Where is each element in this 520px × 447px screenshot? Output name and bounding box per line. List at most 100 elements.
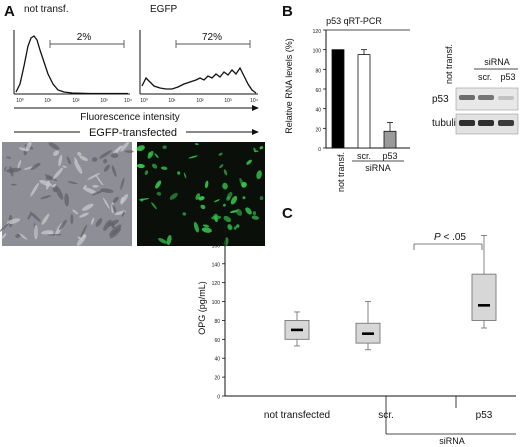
fluorescent-cell	[259, 146, 264, 150]
cell-shape	[58, 154, 63, 167]
fluorescent-cell	[223, 169, 228, 176]
cell-shape	[58, 219, 67, 231]
histogram-curve	[15, 35, 128, 95]
blot-row-label: p53	[432, 94, 449, 105]
fluorescent-cell	[183, 172, 187, 179]
fluorescent-cell	[226, 191, 233, 199]
cell-shape	[44, 174, 58, 181]
cell-shape	[55, 185, 64, 200]
opg-box-plot: OPG (pg/mL) 0 20 40 60 80 100 120 140 160 180 not…	[197, 224, 516, 446]
y-tick-label: 100	[212, 300, 221, 306]
fluorescent-cell	[158, 237, 168, 244]
bar-2	[383, 130, 397, 149]
blot-group-label: siRNA	[484, 57, 510, 67]
cell-shape	[120, 141, 130, 152]
fluorescent-cell	[144, 170, 149, 176]
cell-shape	[0, 222, 10, 233]
fluorescent-cell	[222, 203, 226, 207]
blot-band	[478, 120, 494, 126]
cell-shape	[62, 165, 67, 168]
y-tick-label: 80	[214, 319, 220, 325]
cell-shape	[40, 230, 54, 235]
fluorescent-cell	[188, 155, 198, 159]
cell-shape	[95, 174, 104, 186]
fluorescent-cell	[201, 227, 212, 233]
y-tick-label: 160	[212, 243, 221, 249]
y-tick-label: 60	[315, 88, 321, 94]
fluorescent-cell	[195, 193, 201, 200]
tick-label: 10⁰	[140, 98, 148, 104]
cell-shape	[102, 197, 110, 209]
fluorescent-cell	[242, 196, 246, 200]
fluorescent-cell	[177, 171, 181, 175]
histogram-egfp: EGFP 72% 10⁰ 10¹ 10² 10³ 10⁴	[139, 4, 258, 104]
cell-shape	[120, 177, 125, 190]
cell-shape	[53, 150, 60, 156]
fluorescent-cell	[227, 224, 233, 231]
y-tick-label: 0	[217, 395, 220, 401]
fluorescent-cell	[213, 199, 220, 203]
fluorescent-cell	[148, 152, 152, 156]
y-tick-label: 80	[315, 68, 321, 74]
fluorescent-cell	[246, 159, 252, 165]
cell-shape	[79, 212, 89, 218]
gate-percent: 2%	[77, 32, 92, 43]
histogram-title: not transf.	[24, 4, 68, 15]
cell-shape	[51, 183, 57, 188]
panel-label-c: C	[282, 205, 293, 222]
cell-shape	[18, 147, 29, 152]
cell-shape	[17, 159, 22, 169]
bar-chart-title: p53 qRT-PCR	[326, 16, 382, 26]
transfected-arrow-label: EGFP-transfected	[89, 127, 177, 139]
blot-row-label: tubulin	[432, 118, 461, 129]
cell-shape	[29, 211, 41, 222]
cell-shape	[103, 219, 112, 231]
p-symbol: P	[434, 232, 441, 243]
panel-label-b: B	[282, 3, 293, 20]
fluorescent-cell	[194, 143, 199, 146]
bar-chart-y-label: Relative RNA levels (%)	[284, 38, 294, 134]
cell-shape	[90, 217, 95, 225]
fluorescent-cell	[256, 170, 262, 180]
blot-lane-label: scr.	[478, 72, 492, 82]
cell-shape	[30, 162, 41, 170]
cell-shape	[91, 157, 98, 162]
blot-band	[459, 120, 475, 126]
category-label: p53	[382, 151, 397, 161]
blot-band	[459, 95, 475, 100]
cell-shape	[87, 172, 101, 180]
cell-shape	[121, 211, 125, 217]
cell-shape	[52, 187, 58, 193]
gate-percent: 72%	[202, 32, 222, 43]
fluorescent-cell	[222, 182, 228, 190]
significance-label: P < .05	[434, 232, 466, 243]
cell-shape	[72, 209, 79, 215]
cell-shape	[113, 145, 124, 154]
cell-shape	[34, 224, 38, 240]
cell-shape	[47, 233, 62, 236]
cell-shape	[74, 157, 78, 164]
cell-shape	[4, 166, 7, 172]
fluorescence-axis-label: Fluorescence intensity	[80, 112, 180, 123]
fluorescent-cell	[218, 152, 223, 156]
category-label: p53	[476, 410, 493, 421]
box-2	[471, 273, 497, 321]
cell-shape	[74, 160, 83, 174]
fluorescent-cell	[193, 222, 199, 233]
fluorescent-cell	[223, 215, 232, 223]
y-tick-label: 100	[313, 49, 322, 55]
fluorescent-cell	[236, 224, 240, 228]
y-tick-label: 120	[313, 29, 322, 35]
fluorescent-cell	[136, 145, 145, 152]
bar-1	[357, 54, 371, 149]
siRNA-group-label: siRNA	[365, 163, 391, 173]
fluorescent-cell	[139, 198, 144, 202]
fluorescent-cell	[166, 234, 172, 246]
cell-shape	[70, 214, 74, 225]
fluorescent-cell	[152, 163, 158, 169]
fluorescent-cell	[205, 180, 209, 189]
cell-shape	[111, 222, 115, 229]
tick-label: 10¹	[44, 98, 52, 104]
cell-shape	[48, 142, 60, 150]
blot-band	[478, 95, 494, 100]
